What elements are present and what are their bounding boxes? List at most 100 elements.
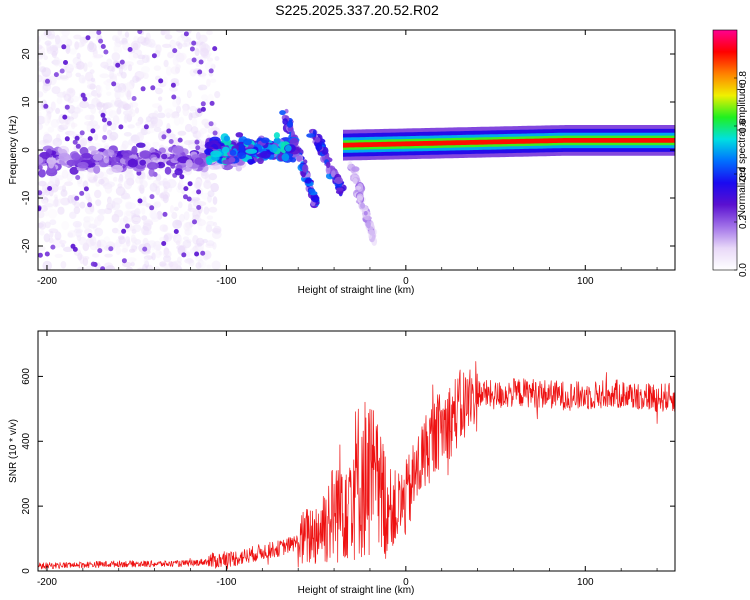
spectrogram-cell [106,91,112,96]
spectrogram-cell [131,96,137,101]
snr-series-line [38,361,675,570]
spectrogram-cell [142,263,148,270]
spectrogram-cell [73,108,84,113]
spectrogram-cell [314,137,321,143]
spectrogram-cell [70,122,78,128]
spectrogram-cell [356,195,363,203]
spectrogram-cell [172,99,180,108]
spectrogram-cell [48,228,59,234]
spectrogram-cell [57,145,70,155]
spectrogram-cell [355,185,362,190]
spectrogram-cell [59,35,69,44]
spectrogram-cell [365,220,371,229]
spectrogram-cell [138,35,144,43]
spectrogram-cell [213,225,222,235]
spectrogram-cell [111,52,121,62]
spectrogram-cell [96,102,106,108]
spectrogram-cell [73,228,84,234]
spectrogram-cell [158,180,167,186]
spectrogram-cell [135,207,141,216]
spectrogram-cell [82,220,92,230]
spectrogram-cell [98,208,106,215]
spectrogram-cell [168,261,174,268]
spectrogram-cell [158,251,163,256]
spectrogram-cell [281,153,290,162]
spectrogram-cell [61,44,67,50]
spectrogram-cell [191,40,197,46]
spectrogram-cell [150,157,160,164]
spectrogram-cell [156,88,163,94]
spectrogram-cell [128,53,138,61]
spectrogram-cell [179,213,185,223]
spectrogram-cell [140,86,146,92]
spectrogram-cell [69,211,77,219]
spectrogram-cell [38,111,42,118]
spectrogram-cell [94,227,104,237]
spectrogram-cell [115,34,125,39]
spectrogram-cell [171,94,177,100]
spectrogram-cell [79,201,86,209]
spectrogram-cell [43,30,52,37]
spectrogram-cell [99,73,110,79]
spectrogram-cell [121,258,127,264]
spectrogram-cell [206,78,211,87]
spectrogram-cell [146,127,156,134]
spectrogram-blobs [38,30,378,270]
spectrogram-cell [116,107,122,115]
spectrogram-cell [44,221,51,229]
spectrogram-cell [178,52,187,61]
spectrogram-cell [103,149,115,157]
spectrogram-cell [163,255,172,263]
spectrogram-cell [52,137,63,147]
spectrogram-cell [172,48,178,54]
spectrogram-cell [69,48,77,55]
spectrogram-cell [54,231,62,241]
spectrogram-cell [184,123,193,133]
spectrogram-cell [173,116,181,126]
spectrogram-cell [92,153,104,161]
spectrogram-cell [302,164,309,173]
colorbar-tick-label: 0.4 [738,167,749,181]
spectrogram-cell [38,35,41,44]
spectrogram-cell [172,56,179,66]
spectrogram-cell [183,194,188,200]
spectrogram-cell [184,251,191,258]
spectrogram-cell [92,53,103,60]
spectrogram-cell [194,251,200,257]
spectrogram-cell [364,215,372,221]
spectrogram-cell [65,70,73,78]
spectrogram-cell [194,139,200,145]
spectrogram-cell [177,42,183,50]
spectrogram-cell [149,194,155,200]
spectrogram-x-tick-label: -200 [37,276,57,287]
spectrogram-cell [194,48,200,57]
spectrogram-cell [76,52,81,60]
spectrogram-carrier-band [343,138,675,148]
spectrogram-cell [38,115,46,125]
spectrogram-cell [109,131,119,141]
spectrogram-cell [182,239,192,249]
spectrogram-cell [50,101,56,111]
spectrogram-cell [76,234,82,242]
spectrogram-cell [143,124,149,130]
spectrogram-cell [85,35,91,41]
spectrogram-cell [145,116,152,123]
spectrogram-cell [208,173,218,181]
spectrogram-cell [38,91,44,98]
spectrogram-cell [60,189,68,197]
spectrogram-cell [206,264,212,269]
spectrogram-cell [84,114,94,120]
spectrogram-cell [210,78,217,83]
spectrogram-cell [122,153,130,160]
spectrogram-cell [173,229,179,234]
spectrogram-cell [296,155,302,162]
spectrogram-cell [177,137,183,143]
spectrogram-cell [159,261,167,267]
spectrogram-cell [78,74,86,84]
spectrogram-cell [153,266,161,270]
spectrogram-cell [136,142,146,148]
spectrogram-cell [185,159,193,168]
spectrogram-cell [175,30,185,33]
spectrogram-cell [178,178,184,186]
spectrogram-cell [82,256,90,260]
